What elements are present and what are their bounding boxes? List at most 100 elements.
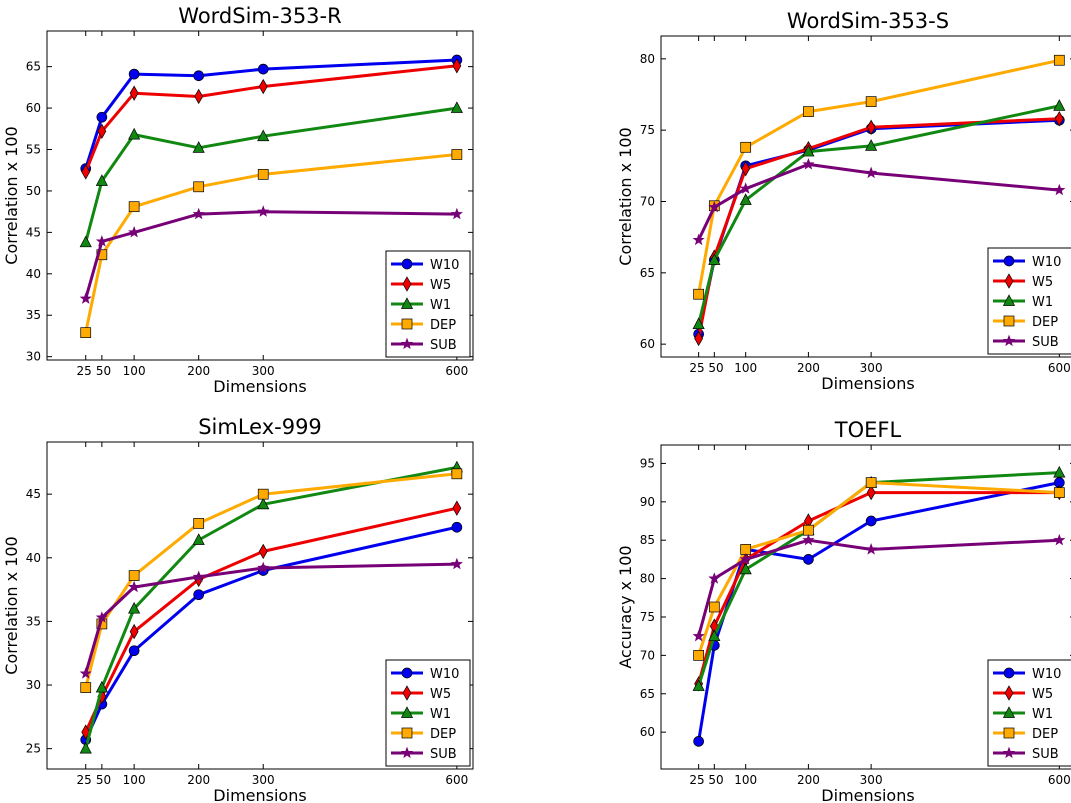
legend-marker bbox=[1003, 727, 1015, 739]
y-tick-label: 80 bbox=[640, 52, 655, 66]
series-w5 bbox=[81, 58, 462, 180]
data-point bbox=[192, 141, 205, 153]
legend-marker bbox=[1002, 334, 1016, 347]
data-point bbox=[739, 553, 752, 565]
legend-item: DEP bbox=[993, 315, 1058, 330]
x-tick-label: 200 bbox=[187, 364, 210, 378]
data-point bbox=[95, 174, 108, 186]
x-tick-label: 25 bbox=[689, 361, 704, 375]
data-point bbox=[693, 650, 704, 661]
legend-item: DEP bbox=[391, 318, 456, 333]
x-tick-label: 50 bbox=[708, 773, 723, 787]
y-axis-label: Accuracy x 100 bbox=[616, 545, 635, 668]
series-line bbox=[84, 106, 458, 243]
y-axis-label: Correlation x 100 bbox=[616, 127, 635, 265]
y-tick-label: 55 bbox=[26, 143, 41, 157]
legend-item: W5 bbox=[391, 276, 451, 293]
data-point bbox=[128, 127, 141, 140]
series-line bbox=[697, 491, 1060, 685]
series-line bbox=[697, 538, 1060, 637]
data-point bbox=[257, 497, 270, 510]
data-point bbox=[79, 667, 92, 679]
data-point bbox=[450, 207, 463, 220]
series-line bbox=[697, 58, 1060, 295]
y-tick-label: 80 bbox=[640, 572, 655, 586]
chart-title: WordSim-353-S bbox=[787, 9, 949, 33]
data-point bbox=[865, 166, 878, 179]
legend-label: SUB bbox=[1032, 747, 1059, 762]
data-point bbox=[129, 85, 139, 101]
legend-label: W1 bbox=[430, 707, 451, 722]
series-line bbox=[697, 162, 1060, 241]
legend-label: W10 bbox=[430, 258, 459, 273]
legend-item: W1 bbox=[391, 706, 451, 722]
data-point bbox=[128, 580, 141, 593]
data-point bbox=[128, 570, 140, 581]
x-tick-label: 100 bbox=[123, 364, 146, 378]
legend-marker bbox=[400, 297, 414, 309]
series-line bbox=[84, 58, 457, 170]
data-point bbox=[80, 682, 92, 693]
chart-3: SimLex-999 25 30 35 40 45 25 50 100 200 300 600 Dime… bbox=[2, 415, 474, 803]
legend: W10 W5 W1 DEP SUB bbox=[385, 659, 471, 767]
legend-marker bbox=[402, 685, 412, 701]
x-tick-label: 25 bbox=[76, 364, 91, 378]
data-point bbox=[128, 68, 140, 80]
series-line bbox=[84, 210, 457, 300]
x-tick-label: 100 bbox=[734, 773, 757, 787]
legend-item: DEP bbox=[391, 727, 456, 742]
legend-item: W10 bbox=[391, 667, 459, 682]
y-axis-label: Correlation x 100 bbox=[2, 536, 21, 674]
y-tick-label: 75 bbox=[640, 610, 655, 624]
data-point bbox=[193, 70, 205, 82]
data-point bbox=[95, 235, 108, 247]
data-point bbox=[708, 253, 721, 265]
legend-marker bbox=[401, 318, 413, 330]
legend-label: DEP bbox=[430, 318, 456, 333]
data-point bbox=[257, 488, 269, 500]
data-point bbox=[450, 101, 463, 113]
data-point bbox=[451, 521, 463, 533]
data-point bbox=[739, 193, 752, 205]
data-point bbox=[79, 235, 92, 248]
data-point bbox=[740, 544, 752, 555]
series-line bbox=[84, 472, 458, 688]
y-tick-label: 30 bbox=[26, 678, 41, 692]
data-point bbox=[692, 233, 705, 246]
y-tick-label: 30 bbox=[26, 350, 41, 364]
legend-marker bbox=[401, 258, 413, 270]
data-point bbox=[194, 88, 204, 105]
x-tick-label: 50 bbox=[708, 361, 723, 375]
x-tick-label: 600 bbox=[1048, 773, 1071, 787]
series-sub bbox=[692, 533, 1066, 642]
series-line bbox=[84, 153, 458, 334]
data-point bbox=[450, 557, 463, 570]
y-axis-label: Correlation x 100 bbox=[2, 126, 21, 264]
legend-marker bbox=[1003, 255, 1015, 267]
y-tick-label: 95 bbox=[640, 456, 655, 470]
legend-label: W10 bbox=[1032, 667, 1061, 682]
series-w1 bbox=[79, 101, 463, 248]
legend-marker bbox=[1004, 685, 1014, 701]
legend-item: W1 bbox=[391, 297, 451, 313]
legend-item: W5 bbox=[993, 273, 1053, 290]
legend-item: DEP bbox=[993, 727, 1058, 742]
series-sub bbox=[79, 557, 463, 679]
data-point bbox=[258, 78, 268, 95]
data-point bbox=[258, 543, 268, 560]
data-point bbox=[1053, 54, 1065, 66]
legend-item: W5 bbox=[391, 685, 451, 702]
data-point bbox=[739, 562, 752, 575]
data-point bbox=[193, 518, 205, 529]
data-point bbox=[802, 533, 815, 546]
chart-2: WordSim-353-S 60 65 70 75 80 25 50 100 200 300 600 D… bbox=[616, 9, 1071, 393]
data-point bbox=[1053, 465, 1066, 478]
x-axis-label: Dimensions bbox=[213, 786, 306, 803]
data-point bbox=[128, 226, 141, 238]
data-point bbox=[708, 200, 721, 213]
data-point bbox=[129, 623, 139, 640]
series-line bbox=[697, 481, 1060, 742]
data-point bbox=[257, 205, 270, 217]
plot-frame bbox=[660, 444, 1071, 770]
